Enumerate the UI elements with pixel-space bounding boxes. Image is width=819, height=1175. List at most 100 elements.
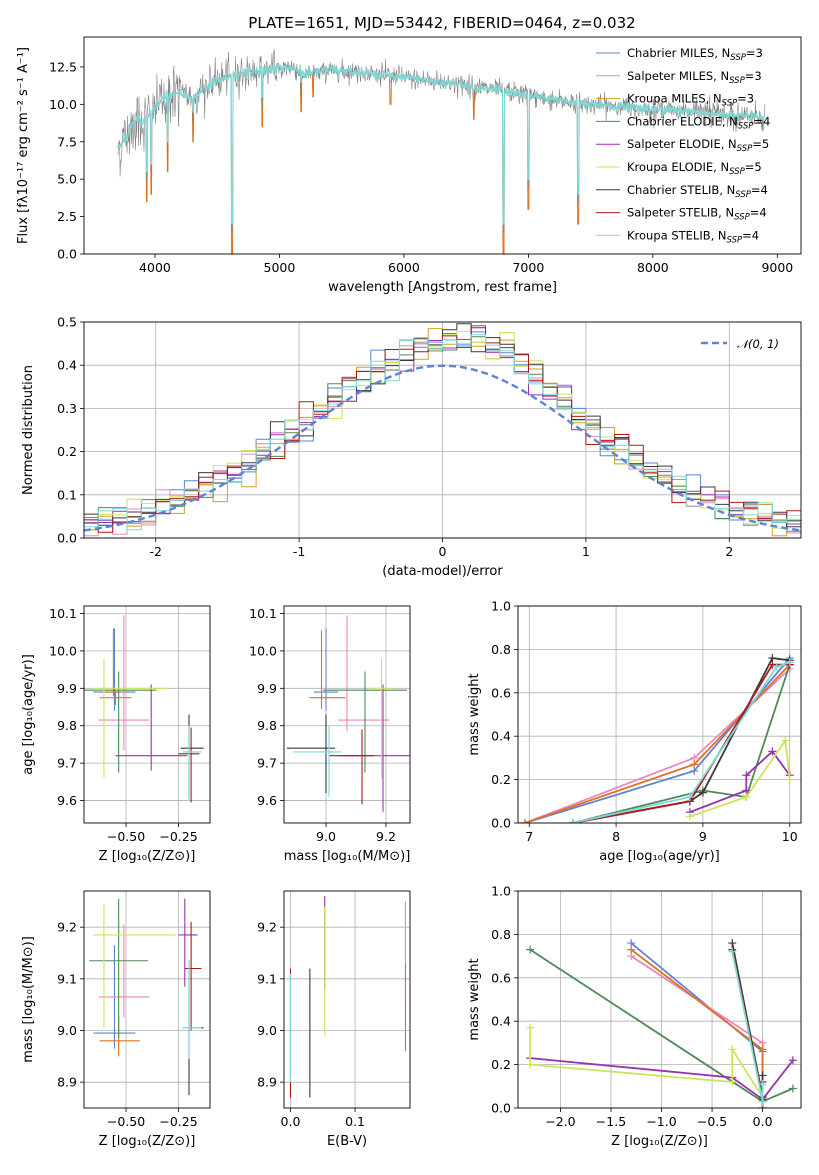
x-axis-label: Z [log₁₀(Z/Z⊙)] xyxy=(99,849,196,864)
x-tick-label: 5000 xyxy=(264,260,296,275)
x-tick-label: 4000 xyxy=(139,260,171,275)
y-tick-label: 0.8 xyxy=(491,927,511,942)
plot-area xyxy=(89,898,204,1096)
x-tick-label: 0 xyxy=(439,544,447,559)
data-point xyxy=(93,903,176,1028)
y-tick-label: 10.1 xyxy=(49,606,77,621)
y-tick-label: 0.4 xyxy=(57,358,77,373)
panel-age-vs-mass: 9.0 9.2 9.6 9.7 9.8 9.9 10.0 10.1 mass [log₁₀(M/… xyxy=(249,605,411,864)
plot-area xyxy=(289,896,407,1098)
x-axis-label: Z [log₁₀(Z/Z⊙)] xyxy=(99,1134,196,1149)
panel-mass-vs-ebv: 0.0 0.1 8.9 9.0 9.1 9.2 E(B-V) xyxy=(257,890,411,1149)
y-tick-label: 9.9 xyxy=(257,681,277,696)
series-marker xyxy=(785,658,794,667)
series-line xyxy=(524,657,791,823)
panel-weight-vs-Z: −2.0 −1.5 −1.0 −0.5 0.0 0.0 0.2 0.4 0.6 0.8 1.0 Z [… xyxy=(467,884,802,1149)
axes-frame xyxy=(83,605,211,824)
legend-label: 𝒩(0, 1) xyxy=(737,337,779,351)
figure-title: PLATE=1651, MJD=53442, FIBERID=0464, z=0… xyxy=(248,14,635,32)
y-tick-label: 5.0 xyxy=(57,172,77,187)
x-tick-label: 7 xyxy=(525,829,533,844)
legend-label: Chabrier MILES, NSSP=3 xyxy=(627,46,763,63)
data-point xyxy=(338,615,389,732)
x-tick-label: −0.5 xyxy=(697,1114,727,1129)
x-tick-label: 9.0 xyxy=(316,829,336,844)
axes-frame xyxy=(83,890,211,1109)
y-tick-label: 8.9 xyxy=(257,1075,277,1090)
y-axis-label: mass [log₁₀(M/M⊙)] xyxy=(21,936,36,1063)
data-point xyxy=(314,628,338,711)
y-tick-label: 0.0 xyxy=(57,247,77,262)
axes-frame xyxy=(83,321,802,539)
y-axis-label: age [log₁₀(age/yr)] xyxy=(21,654,36,775)
axes-frame xyxy=(517,605,802,824)
x-tick-label: 0.1 xyxy=(345,1114,365,1129)
data-point xyxy=(293,725,341,797)
y-tick-label: 0.3 xyxy=(57,401,77,416)
series-marker xyxy=(768,747,777,756)
data-point xyxy=(182,960,202,1059)
series-line xyxy=(689,738,791,818)
series-marker xyxy=(568,819,577,823)
axes-frame xyxy=(283,605,411,824)
x-tick-label: 9000 xyxy=(761,260,793,275)
legend-label: Kroupa ELODIE, NSSP=5 xyxy=(627,160,762,177)
plot-area xyxy=(117,48,766,254)
series-line xyxy=(530,1057,794,1101)
y-tick-label: 0.1 xyxy=(57,487,77,502)
data-point xyxy=(178,898,198,987)
plot-area xyxy=(287,615,410,812)
series-line xyxy=(572,661,790,823)
series-marker xyxy=(728,1045,737,1054)
y-axis-label: Flux [fλ10⁻¹⁷ erg cm⁻² s⁻¹ A⁻¹] xyxy=(16,47,31,244)
x-tick-label: 8 xyxy=(612,829,620,844)
plot-area xyxy=(84,323,801,537)
series-marker xyxy=(788,1084,797,1093)
x-tick-label: -1 xyxy=(293,544,305,559)
axes-frame xyxy=(283,890,411,1109)
series-line xyxy=(630,942,764,1108)
data-point xyxy=(98,924,150,1018)
y-axis-label: mass weight xyxy=(467,958,482,1040)
plot-area xyxy=(526,939,797,1108)
histogram-step xyxy=(84,336,801,524)
series-line xyxy=(529,1027,764,1098)
normal-curve xyxy=(84,364,801,532)
series-marker xyxy=(728,947,737,956)
series-marker xyxy=(526,1060,535,1069)
x-tick-label: 0.0 xyxy=(753,1114,773,1129)
x-axis-label: wavelength [Angstrom, rest frame] xyxy=(328,280,557,295)
y-tick-label: 9.7 xyxy=(57,756,77,771)
x-tick-label: 1 xyxy=(582,544,590,559)
x-tick-label: −0.50 xyxy=(107,829,145,844)
legend-label: Chabrier ELODIE, NSSP=4 xyxy=(627,114,770,131)
x-tick-label: 8000 xyxy=(637,260,669,275)
x-tick-label: −0.25 xyxy=(159,1114,197,1129)
series-marker xyxy=(758,1045,767,1054)
x-tick-label: −0.25 xyxy=(159,829,197,844)
series-marker xyxy=(758,1097,767,1106)
panel-age-vs-Z: −0.50 −0.25 9.6 9.7 9.8 9.9 10.0 10.1 Z [log₁₀(Z… xyxy=(21,605,211,864)
series-line xyxy=(524,668,791,823)
x-tick-label: 10 xyxy=(782,829,798,844)
y-tick-label: 0.4 xyxy=(491,729,511,744)
data-point xyxy=(89,898,149,1039)
data-point xyxy=(287,714,335,794)
y-tick-label: 9.1 xyxy=(257,971,277,986)
panel-mass-vs-Z: −0.50 −0.25 8.9 9.0 9.1 9.2 Z [log₁₀(Z/Z⊙)] mas… xyxy=(21,890,211,1149)
y-tick-label: 9.2 xyxy=(257,920,277,935)
series-marker xyxy=(768,660,777,669)
y-axis-label: mass weight xyxy=(467,673,482,755)
data-point xyxy=(93,628,136,711)
x-tick-label: −1.0 xyxy=(646,1114,676,1129)
series-marker xyxy=(728,1077,737,1086)
y-tick-label: 1.0 xyxy=(491,599,511,614)
y-tick-label: 0.0 xyxy=(491,816,511,831)
series-marker xyxy=(690,760,699,769)
y-tick-label: 9.7 xyxy=(257,756,277,771)
y-tick-label: 0.2 xyxy=(491,772,511,787)
series-line xyxy=(572,664,791,823)
data-point xyxy=(98,615,150,751)
